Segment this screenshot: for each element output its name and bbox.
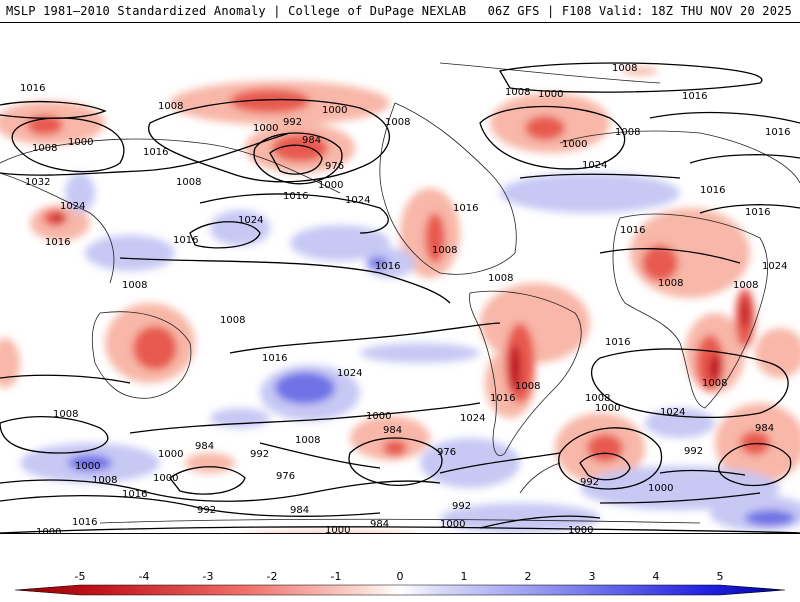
isobar-label: 1024 [337, 368, 362, 379]
isobar-label: 1000 [158, 449, 183, 460]
isobar-label: 1008 [176, 177, 201, 188]
isobar-label: 1008 [295, 435, 320, 446]
isobar-label: 1016 [765, 127, 790, 138]
coastlines [0, 62, 800, 524]
map-title: MSLP 1981–2010 Standardized Anomaly | Co… [6, 4, 467, 18]
isobar-label: 1000 [366, 411, 391, 422]
isobar-label: 1016 [45, 237, 70, 248]
isobar-label: 1000 [318, 180, 343, 191]
isobar-label: 984 [290, 505, 309, 516]
isobar-label: 1008 [122, 280, 147, 291]
isobar-label: 1016 [620, 225, 645, 236]
isobar-label: 1008 [585, 393, 610, 404]
colorbar-tick-label: -2 [267, 570, 278, 583]
isobar-label: 1016 [745, 207, 770, 218]
colorbar-tick-label: -3 [203, 570, 214, 583]
isobar-label: 1016 [72, 517, 97, 528]
colorbar-tick-label: 2 [525, 570, 532, 583]
isobar-label: 1024 [762, 261, 787, 272]
isobar-label: 992 [283, 117, 302, 128]
isobar-label: 1008 [220, 315, 245, 326]
isobar-label: 1008 [505, 87, 530, 98]
colorbar-tick-label: -1 [331, 570, 342, 583]
colorbar-tick-label: 4 [653, 570, 660, 583]
isobar-label: 1016 [490, 393, 515, 404]
colorbar-strip [14, 584, 786, 596]
isobar-label: 984 [302, 135, 321, 146]
isobar-label: 1000 [648, 483, 673, 494]
colorbar-tick-label: -4 [139, 570, 150, 583]
isobar-label: 976 [325, 161, 344, 172]
isobar-label: 1000 [325, 525, 350, 533]
isobar-label: 1024 [582, 160, 607, 171]
isobar-label: 984 [370, 519, 389, 530]
isobar-label: 1024 [60, 201, 85, 212]
isobar-label: 1000 [253, 123, 278, 134]
isobar-label: 1008 [158, 101, 183, 112]
isobar-label: 1000 [75, 461, 100, 472]
isobar-label: 1008 [515, 381, 540, 392]
isobar-label: 984 [755, 423, 774, 434]
isobar-label: 1008 [488, 273, 513, 284]
isobar-label: 1008 [432, 245, 457, 256]
isobar-label: 1000 [322, 105, 347, 116]
isobar-label: 1008 [53, 409, 78, 420]
isobar-label: 1024 [660, 407, 685, 418]
isobar-label: 1000 [68, 137, 93, 148]
isobar-label: 1024 [238, 215, 263, 226]
isobar-label: 1024 [345, 195, 370, 206]
isobar-label: 984 [195, 441, 214, 452]
isobar-label: 1008 [92, 475, 117, 486]
anomaly-colorbar: -5 -4 -3 -2 -1 0 1 2 3 4 5 [0, 568, 800, 598]
isobar-label: 1024 [460, 413, 485, 424]
isobar-label: 992 [452, 501, 471, 512]
isobar-label: 1008 [733, 280, 758, 291]
anomaly-map[interactable]: 1016 1008 1000 1008 1000 992 1000 984 97… [0, 22, 800, 534]
isobar-label: 1008 [612, 63, 637, 74]
isobar-label: 1016 [453, 203, 478, 214]
isobar-label: 1000 [440, 519, 465, 530]
colorbar-tick-label: 1 [461, 570, 468, 583]
isobar-label: 992 [684, 446, 703, 457]
isobar-label: 1000 [568, 525, 593, 533]
isobar-label: 984 [383, 425, 402, 436]
isobar-label: 1016 [122, 489, 147, 500]
isobar-label: 992 [197, 505, 216, 516]
anomaly-shading [0, 67, 800, 533]
isobar-label: 1000 [153, 473, 178, 484]
isobar-label: 1016 [262, 353, 287, 364]
colorbar-tick-label: 0 [397, 570, 404, 583]
isobar-label: 992 [580, 477, 599, 488]
model-run-info: 06Z GFS | F108 Valid: 18Z THU NOV 20 202… [487, 4, 792, 18]
isobar-label: 1008 [615, 127, 640, 138]
isobar-contours [0, 62, 800, 533]
isobar-label: 1008 [32, 143, 57, 154]
isobar-label: 1016 [20, 83, 45, 94]
isobar-label: 1008 [385, 117, 410, 128]
isobar-label: 976 [437, 447, 456, 458]
isobar-label: 1016 [375, 261, 400, 272]
colorbar-tick-label: 3 [589, 570, 596, 583]
isobar-label: 1016 [682, 91, 707, 102]
isobar-label: 1016 [283, 191, 308, 202]
isobar-label: 1000 [36, 527, 61, 533]
isobar-label: 1032 [25, 177, 50, 188]
isobar-label: 1008 [658, 278, 683, 289]
isobar-label: 1000 [595, 403, 620, 414]
isobar-label: 992 [250, 449, 269, 460]
isobar-label: 1016 [143, 147, 168, 158]
isobar-label: 1016 [173, 235, 198, 246]
isobar-label: 1016 [700, 185, 725, 196]
isobar-label: 1000 [538, 89, 563, 100]
colorbar-tick-label: -5 [75, 570, 86, 583]
isobar-label: 976 [276, 471, 295, 482]
isobar-label: 1000 [562, 139, 587, 150]
colorbar-tick-label: 5 [717, 570, 724, 583]
isobar-label: 1016 [605, 337, 630, 348]
isobar-label: 1008 [702, 378, 727, 389]
isobar-labels: 1016 1008 1000 1008 1000 992 1000 984 97… [20, 63, 790, 533]
